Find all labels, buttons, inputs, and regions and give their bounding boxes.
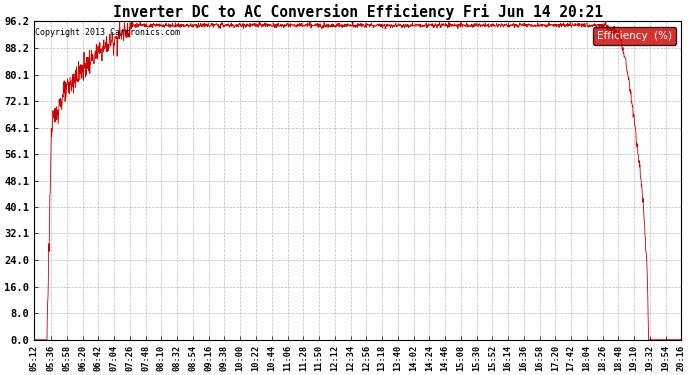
Legend: Efficiency  (%): Efficiency (%) [593, 27, 676, 45]
Title: Inverter DC to AC Conversion Efficiency Fri Jun 14 20:21: Inverter DC to AC Conversion Efficiency … [112, 4, 602, 20]
Text: Copyright 2013 Cartronics.com: Copyright 2013 Cartronics.com [35, 28, 180, 37]
